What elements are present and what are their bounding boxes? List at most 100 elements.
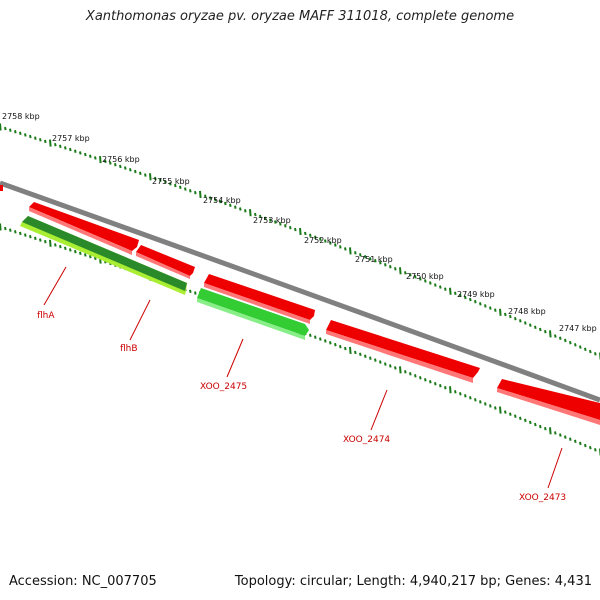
accession-text: Accession: NC_007705 (9, 574, 157, 589)
minor-tick (64, 246, 67, 250)
scale-label: 2757 kbp (52, 134, 90, 143)
gene-XOO_2473[interactable] (497, 379, 600, 425)
minor-tick (189, 189, 192, 193)
minor-tick (584, 347, 587, 351)
gene-flhA[interactable] (20, 216, 187, 295)
minor-tick (319, 237, 322, 241)
minor-tick (569, 340, 572, 345)
minor-tick (4, 226, 7, 231)
minor-tick (154, 176, 157, 181)
minor-tick (504, 312, 507, 317)
gene-XOO_2475[interactable] (197, 288, 309, 340)
minor-tick (509, 412, 512, 416)
scale-label: 2752 kbp (304, 236, 342, 245)
minor-tick (444, 287, 447, 291)
minor-tick (409, 372, 412, 376)
scale-label: 2758 kbp (2, 112, 40, 121)
minor-tick (304, 231, 307, 236)
major-tick (349, 247, 352, 255)
minor-tick (19, 231, 22, 236)
major-tick (549, 427, 552, 435)
minor-tick (494, 308, 497, 312)
minor-tick (539, 327, 542, 332)
minor-tick (134, 169, 137, 174)
minor-tick (389, 364, 392, 368)
minor-tick (539, 424, 542, 429)
minor-tick (364, 354, 367, 358)
minor-tick (434, 283, 437, 287)
minor-tick (289, 225, 292, 230)
minor-tick (469, 396, 472, 400)
minor-tick (484, 304, 487, 308)
minor-tick (559, 433, 562, 437)
minor-tick (234, 205, 237, 209)
minor-tick (274, 220, 277, 224)
minor-tick (439, 285, 442, 289)
minor-tick (379, 261, 382, 265)
gene-rev-2[interactable] (29, 202, 139, 255)
scale-label: 2756 kbp (102, 155, 140, 164)
major-tick (499, 406, 502, 414)
major-tick (499, 308, 502, 316)
genome-backbone (0, 180, 600, 403)
minor-tick (574, 343, 577, 347)
minor-tick (354, 350, 357, 355)
minor-tick (324, 239, 327, 243)
minor-tick (264, 216, 267, 220)
minor-tick (509, 314, 512, 319)
minor-tick (339, 344, 342, 349)
scale-label: 2755 kbp (152, 177, 190, 186)
gene-label-XOO_2474: XOO_2474 (343, 435, 390, 445)
minor-tick (484, 402, 487, 406)
minor-tick (94, 156, 97, 160)
minor-tick (429, 281, 432, 285)
minor-tick (189, 289, 192, 294)
minor-tick (454, 390, 457, 394)
minor-tick (114, 162, 117, 167)
minor-tick (559, 336, 562, 340)
minor-tick (529, 420, 532, 425)
scale-label: 2751 kbp (355, 255, 393, 264)
minor-tick (369, 356, 372, 360)
minor-tick (104, 159, 107, 163)
minor-tick (74, 149, 77, 153)
minor-tick (519, 416, 522, 420)
minor-tick (9, 228, 12, 232)
minor-tick (34, 236, 37, 241)
minor-tick (194, 291, 197, 295)
minor-tick (409, 273, 412, 277)
minor-tick (444, 386, 447, 390)
minor-tick (29, 235, 32, 239)
minor-tick (394, 366, 397, 370)
minor-tick (24, 233, 27, 237)
minor-tick (74, 249, 77, 254)
minor-tick (69, 248, 72, 252)
minor-tick (204, 194, 207, 198)
gene-rev-4[interactable] (204, 274, 315, 324)
minor-tick (314, 235, 317, 239)
scale-label: 2753 kbp (253, 216, 291, 225)
minor-tick (439, 384, 442, 388)
minor-tick (214, 198, 217, 202)
major-tick (0, 223, 2, 231)
minor-tick (469, 297, 472, 302)
gene-XOO_2474[interactable] (326, 320, 480, 383)
gene-rev-3[interactable] (136, 245, 195, 279)
minor-tick (329, 241, 332, 245)
minor-tick (69, 147, 72, 152)
minor-tick (514, 316, 517, 321)
minor-tick (344, 247, 347, 251)
minor-tick (364, 255, 367, 259)
minor-tick (479, 302, 482, 306)
minor-tick (579, 345, 582, 349)
scale-label: 2749 kbp (457, 290, 495, 299)
major-tick (49, 139, 52, 147)
gene-feature-rev-1[interactable] (0, 185, 3, 191)
minor-tick (324, 339, 327, 343)
minor-tick (464, 394, 467, 398)
minor-tick (319, 337, 322, 341)
minor-tick (79, 151, 82, 155)
minor-tick (229, 203, 232, 208)
gene-label-flhB: flhB (120, 344, 138, 354)
minor-tick (144, 173, 147, 177)
